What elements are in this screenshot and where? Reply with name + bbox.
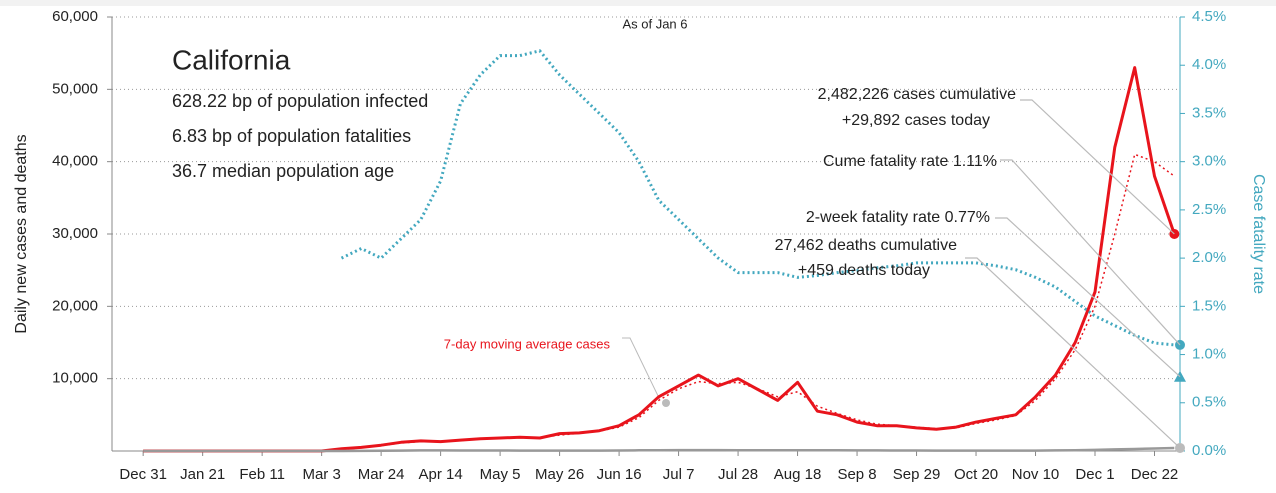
series-line <box>340 49 1175 347</box>
leader-line <box>965 257 1181 449</box>
y-axis-label: Daily new cases and deaths <box>13 134 30 333</box>
top-strip <box>0 0 1276 6</box>
y2-tick-label: 4.0% <box>1192 56 1226 73</box>
y2-tick-label: 2.0% <box>1192 249 1226 266</box>
x-tick-label: Mar 3 <box>302 466 340 483</box>
annotation: Cume fatality rate 1.11% <box>823 153 997 170</box>
series-line <box>143 446 1175 453</box>
annotation: 2-week fatality rate 0.77% <box>806 209 990 226</box>
x-tick-label: Mar 24 <box>358 466 405 483</box>
annotation: 27,462 deaths cumulative <box>775 237 957 254</box>
x-tick-label: Apr 14 <box>419 466 463 483</box>
avg-label: 7-day moving average cases <box>444 336 611 351</box>
stat: 36.7 median population age <box>172 161 394 181</box>
y-tick-label: 30,000 <box>52 225 98 242</box>
subtitle: As of Jan 6 <box>622 16 687 31</box>
x-tick-label: Nov 10 <box>1012 466 1060 483</box>
leader-line <box>1020 99 1175 235</box>
x-tick-label: Oct 20 <box>954 466 998 483</box>
x-tick-label: Jun 16 <box>597 466 642 483</box>
x-tick-label: Aug 18 <box>774 466 822 483</box>
x-tick-label: Dec 1 <box>1075 466 1114 483</box>
y2-tick-label: 1.5% <box>1192 297 1226 314</box>
x-tick-label: Sep 29 <box>893 466 941 483</box>
x-tick-label: Jan 21 <box>180 466 225 483</box>
x-tick-label: Dec 31 <box>119 466 167 483</box>
avg-leader <box>622 337 661 401</box>
chart-title: California <box>172 44 291 75</box>
annotation: +459 deaths today <box>798 262 930 279</box>
y-tick-label: 20,000 <box>52 297 98 314</box>
stat: 628.22 bp of population infected <box>172 91 428 111</box>
stat: 6.83 bp of population fatalities <box>172 126 411 146</box>
y2-tick-label: 4.5% <box>1192 8 1226 25</box>
annotation: +29,892 cases today <box>842 112 990 129</box>
x-tick-label: Jul 7 <box>663 466 695 483</box>
x-tick-label: Feb 11 <box>239 466 285 483</box>
x-tick-label: May 5 <box>480 466 521 483</box>
y2-tick-label: 0.0% <box>1192 442 1226 459</box>
x-tick-label: May 26 <box>535 466 584 483</box>
y-tick-label: 50,000 <box>52 80 98 97</box>
y2-tick-label: 3.5% <box>1192 104 1226 121</box>
x-tick-label: Sep 8 <box>837 466 876 483</box>
y-tick-label: 60,000 <box>52 8 98 25</box>
x-tick-label: Dec 22 <box>1131 466 1179 483</box>
y2-tick-label: 2.5% <box>1192 201 1226 218</box>
y2-axis-label: Case fatality rate <box>1250 174 1267 294</box>
y2-tick-label: 0.5% <box>1192 394 1226 411</box>
y-tick-label: 10,000 <box>52 370 98 387</box>
leader-line <box>995 217 1181 378</box>
leader-line <box>1000 159 1181 346</box>
y2-tick-label: 1.0% <box>1192 346 1226 363</box>
y2-tick-label: 3.0% <box>1192 153 1226 170</box>
x-tick-label: Jul 28 <box>718 466 758 483</box>
y-tick-label: 40,000 <box>52 153 98 170</box>
annotation: 2,482,226 cases cumulative <box>818 86 1016 103</box>
avg-dot <box>662 399 670 407</box>
